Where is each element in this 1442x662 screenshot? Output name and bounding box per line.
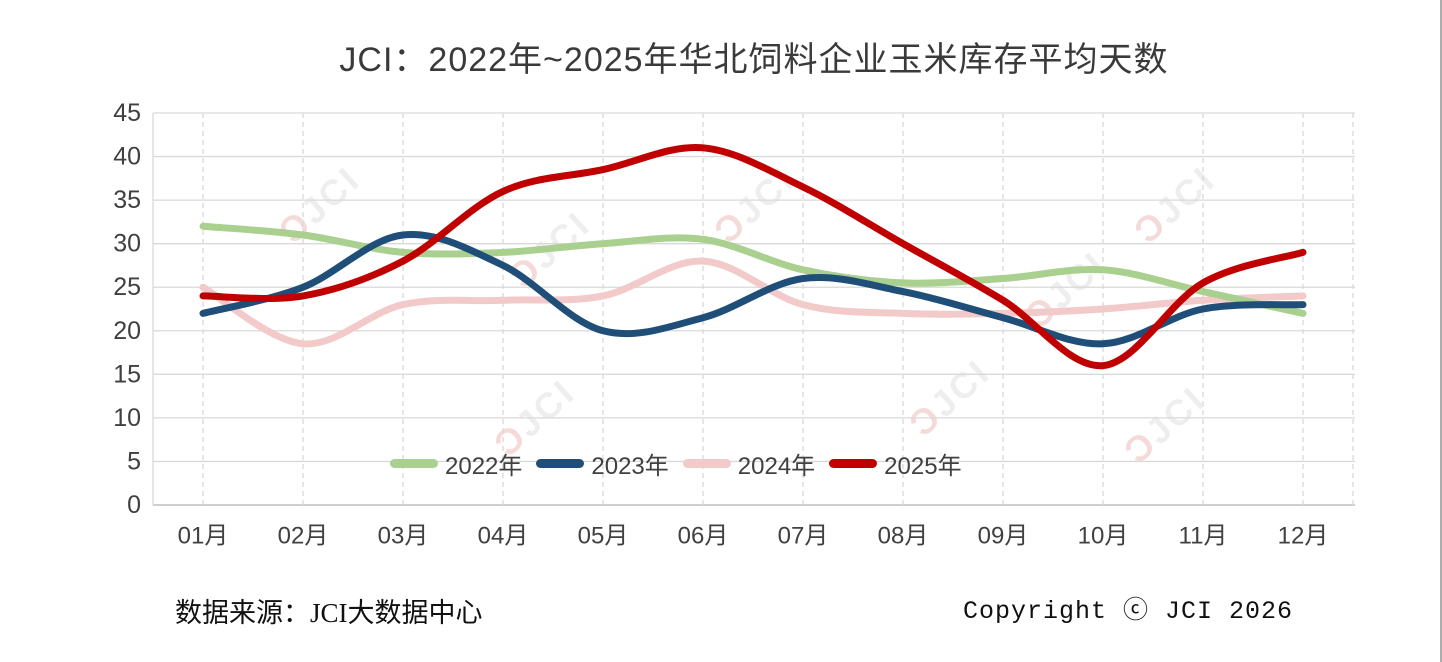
axis-labels: 0 5 10 15 20 25 30 35 40 45 01月 02月 03月 04月 05月 06月 07月 0… (113, 99, 1328, 550)
series-line-2024年 (199, 257, 1307, 348)
y-tick-label: 25 (113, 273, 141, 301)
y-tick-label: 10 (113, 404, 141, 432)
x-tick-label: 04月 (478, 523, 529, 550)
legend-swatch (536, 458, 585, 468)
data-source-note: 数据来源：JCI大数据中心 (175, 598, 483, 628)
series-layer (199, 143, 1307, 370)
legend-swatch (829, 458, 878, 468)
y-tick-label: 15 (113, 360, 141, 388)
x-tick-label: 12月 (1278, 523, 1329, 550)
y-tick-label: 20 (113, 317, 141, 345)
y-tick-label: 5 (127, 447, 141, 475)
series-line-2023年 (199, 231, 1307, 348)
x-tick-label: 10月 (1078, 523, 1129, 550)
chart-legend: 2022年 2023年 2024年 2025年 (390, 446, 962, 481)
series-line-2022年 (199, 222, 1307, 317)
x-tick-label: 05月 (578, 523, 629, 550)
x-tick-label: 01月 (178, 523, 229, 550)
x-tick-label: 08月 (878, 523, 929, 550)
legend-swatch (682, 458, 731, 468)
legend-swatch (390, 458, 438, 468)
grid-layer (152, 112, 1355, 506)
series-line-2025年 (199, 143, 1307, 370)
legend-item-2022年: 2022年 (390, 446, 522, 481)
x-tick-label: 11月 (1179, 523, 1228, 550)
y-tick-label: 45 (113, 99, 141, 127)
legend-item-2025年: 2025年 (829, 446, 962, 481)
legend-label: 2023年 (591, 452, 669, 480)
window-right-border (1440, 0, 1442, 662)
y-tick-label: 40 (113, 143, 141, 171)
x-tick-label: 02月 (278, 523, 329, 550)
y-tick-label: 35 (113, 186, 141, 214)
copyright-note: Copyright ⓒ JCI 2026 (963, 597, 1294, 626)
legend-label: 2025年 (884, 452, 962, 480)
legend-label: 2024年 (737, 452, 816, 480)
legend-label: 2022年 (445, 452, 523, 480)
y-tick-label: 30 (113, 230, 141, 258)
chart-title: JCI：2022年~2025年华北饲料企业玉米库存平均天数 (339, 41, 1169, 79)
legend-item-2024年: 2024年 (682, 446, 816, 481)
x-tick-label: 09月 (978, 523, 1029, 550)
x-tick-label: 07月 (778, 523, 829, 550)
x-tick-label: 03月 (378, 523, 429, 550)
x-tick-label: 06月 (678, 523, 729, 550)
legend-item-2023年: 2023年 (536, 446, 669, 481)
y-tick-label: 0 (127, 491, 141, 519)
